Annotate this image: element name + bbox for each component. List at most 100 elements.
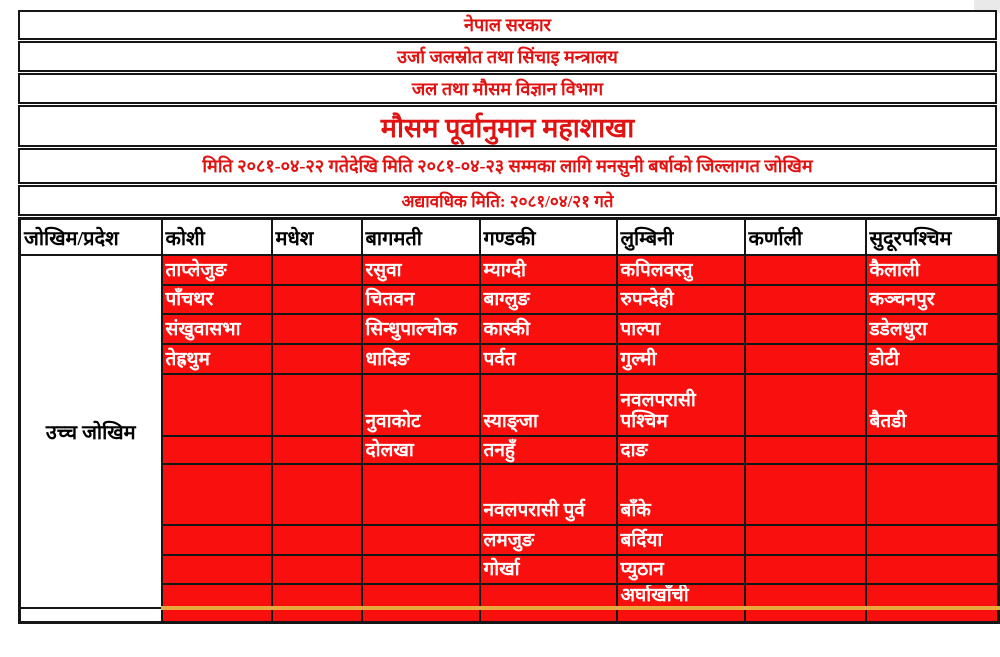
district-cell: नवलपरासी पश्चिम: [615, 373, 746, 437]
district-cell: बाग्लुङ: [478, 284, 618, 315]
risk-table-body: उच्च जोखिम ताप्लेजुङ रसुवा म्याग्दी कपिलवस्त…: [18, 254, 1000, 623]
column-header-koshi: कोशी: [160, 217, 273, 256]
district-cell-empty: [743, 284, 867, 315]
district-cell: पाँचथर: [160, 284, 273, 315]
forecast-notice-sheet: नेपाल सरकार उर्जा जलस्रोत तथा सिंचाइ मन्…: [18, 10, 1000, 624]
column-header-madhesh: मधेश: [270, 217, 363, 256]
district-cell: चितवन: [360, 284, 481, 315]
district-cell-empty: [864, 554, 1000, 585]
district-cell: कास्की: [478, 313, 618, 345]
district-cell: धादिङ: [360, 343, 481, 375]
department-title: जल तथा मौसम विज्ञान विभाग: [18, 73, 997, 104]
district-cell-empty: [743, 435, 867, 465]
district-cell: नवलपरासी पुर्व: [478, 463, 618, 526]
district-cell: ताप्लेजुङ: [160, 254, 273, 286]
validity-period-text: मिति २०८१-०४-२२ गतेदेखि मिति २०८१-०४-२३ …: [18, 148, 997, 184]
district-cell-empty: [478, 583, 618, 609]
risk-row: दोलखा तनहुँ दाङ: [20, 435, 1000, 465]
district-cell-empty: [864, 524, 1000, 556]
district-cell-empty: [160, 524, 273, 556]
column-header-lumbini: लुम्बिनी: [615, 217, 746, 256]
district-cell: डोटी: [864, 343, 1000, 375]
district-cell: कैलाली: [864, 254, 1000, 286]
risk-row: उच्च जोखिम ताप्लेजुङ रसुवा म्याग्दी कपिलवस्त…: [18, 254, 1000, 609]
column-header-risk-province: जोखिम/प्रदेश: [18, 217, 163, 256]
district-cell: दाङ: [615, 435, 746, 465]
district-cell-empty: [864, 583, 1000, 609]
district-cell: गोर्खा: [478, 554, 618, 585]
district-cell: दोलखा: [360, 435, 481, 465]
district-cell-empty: [270, 463, 363, 526]
district-cell-empty: [270, 284, 363, 315]
risk-row: अर्घाखाँची: [20, 583, 1000, 609]
next-risk-cell: [743, 606, 867, 623]
district-cell: बाँके: [615, 463, 746, 526]
column-header-gandaki: गण्डकी: [478, 217, 618, 256]
risk-row: नवलपरासी पुर्व बाँके: [20, 463, 1000, 526]
district-cell-empty: [743, 373, 867, 437]
district-cell-empty: [743, 313, 867, 345]
district-cell-empty: [270, 435, 363, 465]
next-risk-block-partial-row: [18, 606, 1000, 623]
district-risk-table: जोखिम/प्रदेश कोशी मधेश बागमती गण्डकी लुम…: [18, 217, 1000, 624]
next-risk-label-cell: [18, 607, 163, 623]
column-header-sudurpashchim: सुदूरपश्चिम: [864, 217, 1000, 256]
scrollbar-thumb-fragment[interactable]: [974, 0, 1000, 13]
risk-row: संखुवासभा सिन्धुपाल्चोक कास्की पाल्पा डडेलधु…: [20, 313, 1000, 345]
district-cell-empty: [864, 435, 1000, 465]
district-cell-empty: [360, 524, 481, 556]
district-cell-empty: [270, 254, 363, 286]
district-cell-empty: [360, 463, 481, 526]
district-cell: अर्घाखाँची: [615, 583, 746, 609]
district-cell-empty: [360, 554, 481, 585]
district-cell: पाल्पा: [615, 313, 746, 345]
next-risk-cell: [615, 606, 746, 623]
risk-row: नुवाकोट स्याङ्जा नवलपरासी पश्चिम बैतडी: [20, 373, 1000, 437]
district-cell: पर्वत: [478, 343, 618, 375]
district-cell-empty: [270, 554, 363, 585]
district-cell-empty: [160, 554, 273, 585]
district-cell: रुपन्देही: [615, 284, 746, 315]
table-header-row: जोखिम/प्रदेश कोशी मधेश बागमती गण्डकी लुम…: [18, 217, 1000, 256]
district-cell: कञ्चनपुर: [864, 284, 1000, 315]
district-cell-empty: [160, 373, 273, 437]
district-cell-empty: [360, 583, 481, 609]
district-cell-empty: [270, 583, 363, 609]
district-cell-empty: [743, 554, 867, 585]
district-cell: म्याग्दी: [478, 254, 618, 286]
next-risk-cell: [270, 606, 363, 623]
division-title: मौसम पूर्वानुमान महाशाखा: [18, 105, 997, 147]
risk-row: गोर्खा प्युठान: [20, 554, 1000, 585]
next-risk-cell: [160, 606, 273, 623]
district-cell-empty: [864, 463, 1000, 526]
column-header-bagmati: बागमती: [360, 217, 481, 256]
district-cell-empty: [743, 463, 867, 526]
district-cell-empty: [160, 463, 273, 526]
district-cell-empty: [743, 343, 867, 375]
district-cell: स्याङ्जा: [478, 373, 618, 437]
district-cell: बर्दिया: [615, 524, 746, 556]
district-cell: नुवाकोट: [360, 373, 481, 437]
risk-row: पाँचथर चितवन बाग्लुङ रुपन्देही कञ्चनपुर: [20, 284, 1000, 315]
district-cell: संखुवासभा: [160, 313, 273, 345]
district-cell: रसुवा: [360, 254, 481, 286]
district-cell-empty: [743, 524, 867, 556]
district-cell: तनहुँ: [478, 435, 618, 465]
district-cell: प्युठान: [615, 554, 746, 585]
next-risk-cell: [360, 606, 481, 623]
district-cell-empty: [270, 373, 363, 437]
updated-date-text: अद्यावधिक मिति: २०८१/०४/२१ गते: [18, 185, 997, 216]
risk-row: तेह्रथुम धादिङ पर्वत गुल्मी डोटी: [20, 343, 1000, 375]
district-cell-empty: [270, 343, 363, 375]
district-cell-empty: [270, 313, 363, 345]
district-cell-empty: [270, 524, 363, 556]
district-cell: तेह्रथुम: [160, 343, 273, 375]
district-cell: कपिलवस्तु: [615, 254, 746, 286]
district-cell: गुल्मी: [615, 343, 746, 375]
next-risk-cell: [478, 606, 618, 623]
risk-level-label: उच्च जोखिम: [18, 254, 163, 609]
district-cell-empty: [160, 583, 273, 609]
next-risk-cell: [864, 606, 1000, 623]
district-cell: सिन्धुपाल्चोक: [360, 313, 481, 345]
district-cell-empty: [160, 435, 273, 465]
